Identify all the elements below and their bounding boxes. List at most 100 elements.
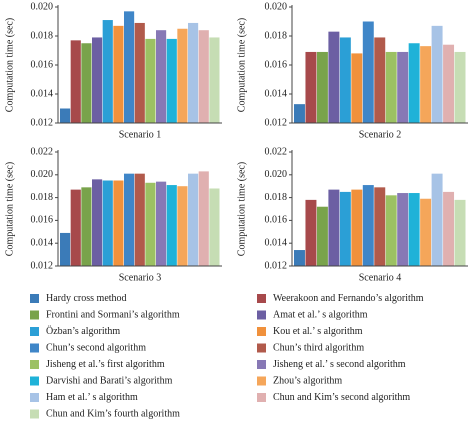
y-tick-label: 0.018 — [31, 30, 54, 41]
bar — [81, 43, 92, 123]
legend-label: Hardy cross method — [46, 293, 127, 304]
y-tick-label: 0.014 — [31, 88, 54, 99]
bar — [385, 51, 397, 124]
x-axis-label: Scenario 3 — [119, 272, 162, 283]
x-axis-label: Scenario 4 — [359, 272, 402, 283]
legend-label: Amat et al.’ s algorithm — [273, 309, 368, 320]
bar — [374, 37, 386, 124]
y-tick-label: 0.016 — [31, 59, 54, 70]
legend-label: Chun’s third algorithm — [273, 342, 364, 353]
bar — [102, 180, 113, 266]
x-axis-label: Scenario 1 — [119, 129, 162, 140]
y-tick-label: 0.016 — [265, 215, 288, 226]
bar — [177, 28, 188, 123]
legend-swatch — [257, 310, 266, 320]
bar — [385, 195, 397, 266]
bar — [198, 171, 209, 266]
bar — [339, 191, 351, 266]
legend-label: Kou et al.’ s algorithm — [273, 326, 363, 337]
bar — [362, 21, 374, 123]
bar — [443, 191, 455, 266]
bar — [305, 51, 317, 124]
y-tick-label: 0.016 — [31, 215, 54, 226]
y-axis-label: Computation time (sec) — [236, 18, 247, 112]
bar — [328, 31, 340, 123]
y-tick-label: 0.018 — [265, 192, 288, 203]
bar — [145, 38, 156, 123]
bar — [397, 193, 409, 266]
y-tick-label: 0.012 — [265, 260, 288, 271]
y-axis-label: Computation time (sec) — [4, 162, 15, 256]
legend-swatch — [30, 327, 39, 336]
bar — [188, 22, 199, 124]
x-axis-label: Scenario 2 — [359, 129, 402, 140]
legend-swatch — [30, 393, 39, 402]
bar — [339, 37, 351, 124]
bar — [443, 44, 455, 124]
y-tick-label: 0.020 — [31, 169, 54, 180]
bar — [92, 179, 103, 266]
legend-swatch — [30, 376, 39, 386]
bar — [70, 40, 81, 123]
legend-swatch — [257, 393, 266, 402]
legend-label: Ham et al.’ s algorithm — [46, 392, 138, 403]
y-tick-label: 0.014 — [31, 237, 54, 248]
bar — [102, 20, 113, 123]
legend-swatch — [257, 294, 266, 303]
bar — [420, 198, 432, 266]
bar — [166, 185, 177, 266]
legend-label: Jisheng et al.’s first algorithm — [46, 359, 165, 370]
y-axis-label: Computation time (sec) — [236, 162, 247, 256]
bar — [209, 37, 220, 124]
legend-swatch — [30, 294, 39, 303]
bar — [294, 104, 305, 123]
legend-swatch — [257, 360, 266, 369]
bar — [124, 173, 135, 266]
bar — [305, 199, 317, 266]
legend-label: Frontini and Sormani’s algorithm — [46, 309, 180, 320]
bar — [316, 206, 328, 266]
bar — [60, 108, 71, 123]
y-tick-label: 0.020 — [265, 169, 288, 180]
bar — [113, 25, 124, 124]
bar — [145, 182, 156, 266]
bar — [188, 173, 199, 266]
legend-label: Zhou’s algorithm — [273, 375, 342, 386]
legend-swatch — [30, 409, 39, 419]
legend-label: Jisheng et al.’ s second algorithm — [273, 359, 406, 370]
y-tick-label: 0.012 — [31, 260, 54, 271]
y-tick-label: 0.018 — [265, 30, 288, 41]
y-tick-label: 0.018 — [31, 192, 54, 203]
bar — [81, 187, 92, 266]
bar — [431, 173, 443, 266]
bar — [134, 173, 145, 266]
bar — [113, 180, 124, 266]
bar — [397, 51, 409, 124]
y-tick-label: 0.020 — [265, 1, 288, 12]
bar — [351, 53, 363, 123]
y-tick-label: 0.022 — [265, 146, 288, 157]
bar — [156, 30, 167, 124]
bar — [316, 51, 328, 124]
bar — [177, 186, 188, 266]
legend-swatch — [257, 343, 266, 353]
bar — [408, 43, 420, 123]
bar — [166, 38, 177, 123]
legend-label: Özban’s algorithm — [46, 325, 120, 337]
y-tick-label: 0.022 — [31, 146, 54, 157]
y-tick-label: 0.016 — [265, 59, 288, 70]
legend-label: Chun and Kim’s second algorithm — [273, 392, 410, 403]
bar — [60, 232, 71, 266]
y-tick-label: 0.012 — [265, 117, 288, 128]
legend-label: Chun’s second algorithm — [46, 342, 146, 353]
legend-swatch — [30, 310, 39, 320]
bar — [431, 25, 443, 124]
bar — [92, 37, 103, 124]
bar — [294, 250, 305, 266]
legend-label: Chun and Kim’s fourth algorithm — [46, 408, 180, 419]
bar — [351, 189, 363, 266]
bar — [328, 189, 340, 266]
legend-swatch — [257, 327, 266, 336]
y-axis-label: Computation time (sec) — [4, 18, 15, 112]
